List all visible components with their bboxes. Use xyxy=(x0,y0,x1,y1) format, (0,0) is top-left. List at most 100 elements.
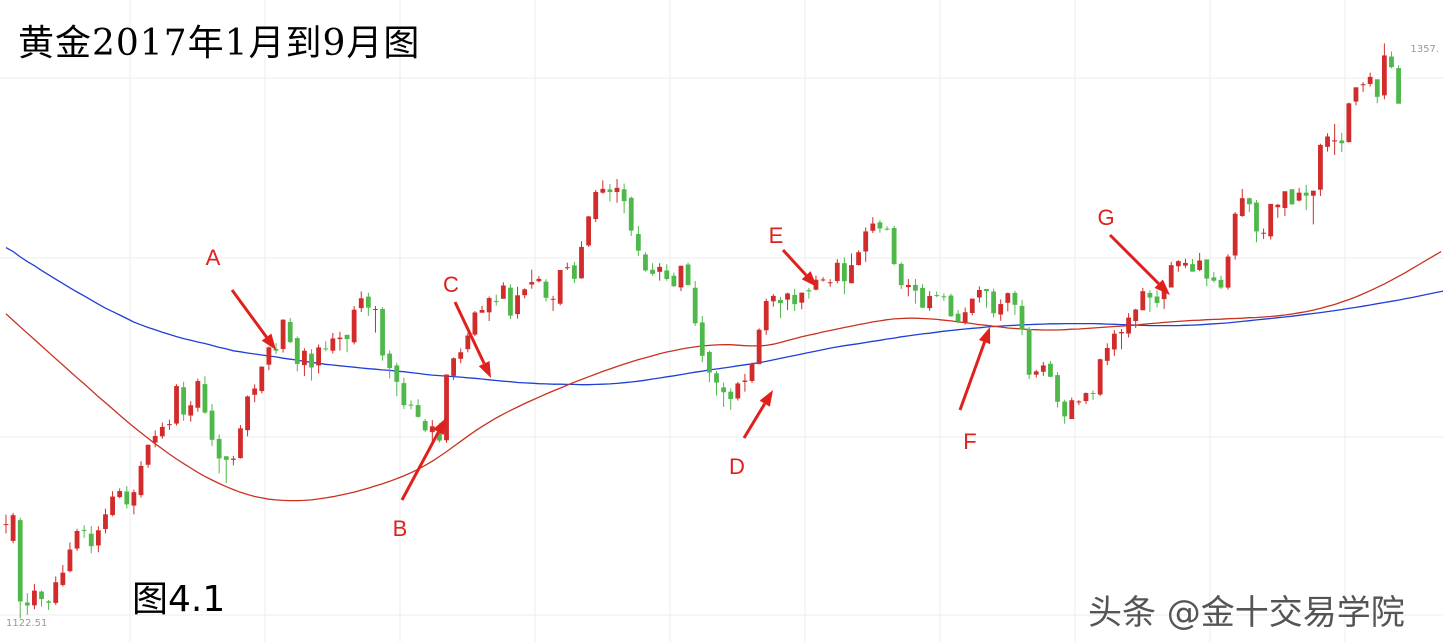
candle-body xyxy=(387,353,393,369)
annotation-label: D xyxy=(729,454,745,479)
candle-body xyxy=(678,265,684,288)
candle-body xyxy=(550,298,556,300)
candle-body xyxy=(273,348,279,351)
candle-body xyxy=(337,337,343,340)
candle-body xyxy=(1360,84,1366,86)
candle-body xyxy=(1396,68,1401,104)
candle-body xyxy=(927,295,933,309)
candle-body xyxy=(1175,261,1181,267)
candle-body xyxy=(1183,262,1188,266)
candle-body xyxy=(422,420,428,431)
annotation-arrow-head xyxy=(1154,279,1170,295)
candle-body xyxy=(763,301,769,331)
annotation-arrow-shaft xyxy=(781,248,808,277)
candle-body xyxy=(1318,144,1323,190)
candle-body xyxy=(913,284,918,291)
candle-body xyxy=(1367,76,1373,84)
candle-body xyxy=(827,282,833,284)
annotation-arrow-shaft xyxy=(742,402,767,439)
candle-body xyxy=(316,347,322,366)
candle-body xyxy=(799,292,805,303)
candle-body xyxy=(32,590,37,606)
candle-body xyxy=(806,290,812,292)
candle-body xyxy=(721,387,727,393)
moving-average-line xyxy=(5,247,1443,386)
candle-body xyxy=(635,234,641,251)
candle-body xyxy=(1005,293,1011,303)
candle-body xyxy=(465,335,471,350)
annotation-label: C xyxy=(443,272,459,297)
candle-body xyxy=(60,572,66,585)
candle-body xyxy=(3,524,9,526)
candle-body xyxy=(131,492,137,506)
candle-body xyxy=(216,438,222,459)
candle-body xyxy=(1026,328,1032,375)
candle-body xyxy=(1190,264,1195,272)
candle-body xyxy=(834,262,840,281)
candle-body xyxy=(110,496,115,516)
candle-body xyxy=(53,582,59,603)
candle-body xyxy=(145,444,151,465)
candle-body xyxy=(287,321,293,343)
candle-body xyxy=(685,264,691,286)
candle-body xyxy=(1289,189,1295,205)
candle-body xyxy=(1296,192,1302,201)
watermark-text: 头条 @金十交易学院 xyxy=(1088,593,1405,633)
candle-body xyxy=(373,309,378,311)
candle-body xyxy=(294,338,300,364)
candle-body xyxy=(1055,375,1060,402)
y-tick-top: 1357. xyxy=(1410,44,1439,55)
candle-body xyxy=(302,350,307,366)
candle-body xyxy=(614,187,620,193)
candle-body xyxy=(415,405,421,417)
candle-body xyxy=(969,298,975,314)
candle-body xyxy=(998,304,1004,315)
candle-body xyxy=(1268,203,1274,237)
candle-body xyxy=(174,386,179,424)
annotation-label: B xyxy=(393,516,408,541)
candle-body xyxy=(81,529,87,531)
candle-body xyxy=(223,456,229,460)
annotation-arrow-head xyxy=(801,271,817,287)
candle-body xyxy=(1104,347,1110,361)
candle-body xyxy=(643,254,648,271)
candle-body xyxy=(1033,371,1039,375)
candle-body xyxy=(365,296,371,308)
candle-body xyxy=(1126,317,1131,334)
annotation-arrow-head xyxy=(478,360,491,378)
candle-body xyxy=(706,351,712,373)
candle-body xyxy=(429,426,435,433)
candle-body xyxy=(891,227,897,265)
candle-body xyxy=(323,348,329,350)
candle-body xyxy=(934,295,940,297)
annotation-arrow-head xyxy=(759,390,773,407)
candle-body xyxy=(984,288,989,292)
candle-body xyxy=(1275,204,1281,208)
candle-body xyxy=(1254,202,1259,232)
candle-body xyxy=(1140,291,1146,311)
candle-body xyxy=(884,228,890,230)
candle-body xyxy=(266,347,272,365)
candle-body xyxy=(1111,333,1117,350)
annotation-label: F xyxy=(963,429,976,454)
candle-body xyxy=(593,192,599,219)
candle-body xyxy=(259,366,265,392)
candle-body xyxy=(500,285,506,299)
candle-body xyxy=(543,281,549,298)
annotation-label: E xyxy=(769,223,784,248)
candle-body xyxy=(39,591,44,600)
candle-body xyxy=(245,396,250,431)
candle-body xyxy=(564,267,570,269)
candle-body xyxy=(976,290,982,298)
candle-body xyxy=(209,410,215,440)
candle-body xyxy=(1161,290,1167,300)
candle-body xyxy=(181,387,187,415)
candle-body xyxy=(714,373,719,383)
annotation-arrow-head xyxy=(433,418,446,435)
candle-body xyxy=(579,246,584,279)
candle-body xyxy=(167,424,172,426)
candle-body xyxy=(664,270,670,279)
candle-body xyxy=(1374,79,1380,97)
